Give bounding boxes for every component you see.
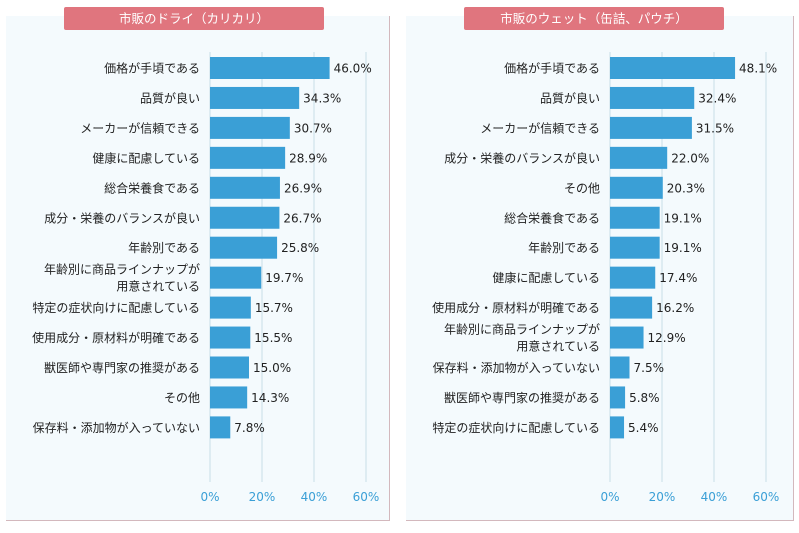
dry-value-label: 28.9% [289, 151, 327, 165]
dry-bar [210, 266, 262, 289]
wet-value-label: 7.5% [634, 361, 665, 375]
dry-value-label: 15.7% [255, 301, 293, 315]
dry-bar [210, 146, 286, 169]
dry-category-label: 品質が良い [140, 90, 200, 105]
dry-category-label: 価格が手頃である [104, 61, 200, 76]
dry-category-label: 年齢別である [128, 240, 200, 255]
wet-category-label: 価格が手頃である [504, 61, 600, 76]
dry-category-label: 用意されている [116, 279, 200, 294]
wet-bar [610, 386, 626, 409]
dry-bar [210, 236, 278, 259]
wet-category-label: 用意されている [516, 339, 600, 354]
wet-value-label: 32.4% [698, 91, 736, 105]
dry-bar [210, 176, 280, 199]
dry-food-panel [6, 16, 390, 521]
dry-value-label: 7.8% [234, 421, 265, 435]
wet-value-label: 31.5% [696, 121, 734, 135]
wet-bar [610, 176, 663, 199]
dry-value-label: 15.0% [253, 361, 291, 375]
dry-value-label: 46.0% [334, 62, 372, 76]
wet-x-tick-label: 40% [701, 490, 728, 504]
wet-category-label: 健康に配慮している [492, 270, 600, 285]
wet-value-label: 17.4% [659, 271, 697, 285]
dry-bar [210, 416, 231, 439]
wet-bar [610, 416, 625, 439]
dry-category-label: 保存料・添加物が入っていない [33, 420, 200, 435]
dry-category-label: その他 [164, 391, 200, 405]
wet-value-label: 19.1% [664, 241, 702, 255]
dry-category-label: 総合栄養食である [104, 180, 200, 195]
wet-value-label: 20.3% [667, 181, 705, 195]
wet-x-tick-label: 20% [649, 490, 676, 504]
dry-x-tick-label: 0% [200, 490, 219, 504]
wet-food-panel [406, 16, 794, 521]
dry-category-label: 特定の症状向けに配慮している [32, 300, 200, 315]
wet-value-label: 5.8% [629, 391, 660, 405]
dry-food-chart: 0% 20% 40% 60% 価格が手頃である 46.0% 品質が良い 34.3% メーカーが信… [32, 52, 380, 504]
dry-category-label: 使用成分・原材料が明確である [32, 330, 200, 345]
dry-value-label: 15.5% [254, 331, 292, 345]
dry-category-label: 獣医師や専門家の推奨がある [44, 360, 200, 375]
wet-category-label: 使用成分・原材料が明確である [432, 300, 600, 315]
wet-bar [610, 296, 653, 319]
dry-value-label: 25.8% [281, 241, 319, 255]
wet-category-label: 品質が良い [540, 90, 600, 105]
wet-category-label: 獣医師や専門家の推奨がある [444, 390, 600, 405]
dry-bar [210, 326, 251, 349]
wet-value-label: 48.1% [739, 62, 777, 76]
wet-category-label: 総合栄養食である [504, 210, 600, 225]
dry-category-label: 年齢別に商品ラインナップが [44, 262, 200, 277]
wet-bar [610, 266, 656, 289]
dry-category-label: 健康に配慮している [92, 150, 200, 165]
dry-x-tick-label: 60% [353, 490, 380, 504]
dry-category-label: 成分・栄養のバランスが良い [44, 210, 200, 225]
wet-bar [610, 57, 736, 79]
wet-bar [610, 206, 660, 229]
dry-value-label: 34.3% [303, 91, 341, 105]
dry-bar [210, 57, 330, 79]
wet-value-label: 22.0% [671, 151, 709, 165]
dry-value-label: 30.7% [294, 121, 332, 135]
wet-category-label: 年齢別に商品ラインナップが [444, 322, 600, 337]
wet-bar [610, 236, 660, 259]
dry-x-tick-label: 40% [301, 490, 328, 504]
wet-value-label: 5.4% [628, 421, 659, 435]
wet-bar [610, 86, 695, 109]
wet-x-tick-label: 60% [753, 490, 780, 504]
dry-value-label: 14.3% [251, 391, 289, 405]
dry-bar [210, 386, 248, 409]
wet-category-label: 保存料・添加物が入っていない [433, 360, 600, 375]
dry-category-label: メーカーが信頼できる [80, 120, 200, 135]
wet-bar [610, 146, 668, 169]
wet-value-label: 16.2% [656, 301, 694, 315]
wet-category-label: 年齢別である [528, 240, 600, 255]
dry-bar [210, 296, 251, 319]
dry-bar [210, 356, 249, 379]
wet-bar [610, 326, 644, 349]
dry-value-label: 26.9% [284, 181, 322, 195]
dry-value-label: 26.7% [283, 211, 321, 225]
wet-category-label: 成分・栄養のバランスが良い [444, 150, 600, 165]
wet-value-label: 19.1% [664, 211, 702, 225]
wet-bar [610, 356, 630, 379]
wet-food-title: 市販のウェット（缶詰、パウチ） [464, 7, 724, 30]
dry-x-tick-label: 20% [249, 490, 276, 504]
wet-category-label: その他 [564, 181, 600, 195]
dry-bar [210, 86, 300, 109]
wet-bar [610, 116, 692, 139]
dry-value-label: 19.7% [265, 271, 303, 285]
wet-x-tick-label: 0% [600, 490, 619, 504]
dry-food-title: 市販のドライ（カリカリ） [64, 7, 324, 30]
dry-bar [210, 116, 290, 139]
wet-value-label: 12.9% [648, 331, 686, 345]
wet-category-label: メーカーが信頼できる [480, 120, 600, 135]
wet-category-label: 特定の症状向けに配慮している [432, 420, 600, 435]
dry-bar [210, 206, 280, 229]
